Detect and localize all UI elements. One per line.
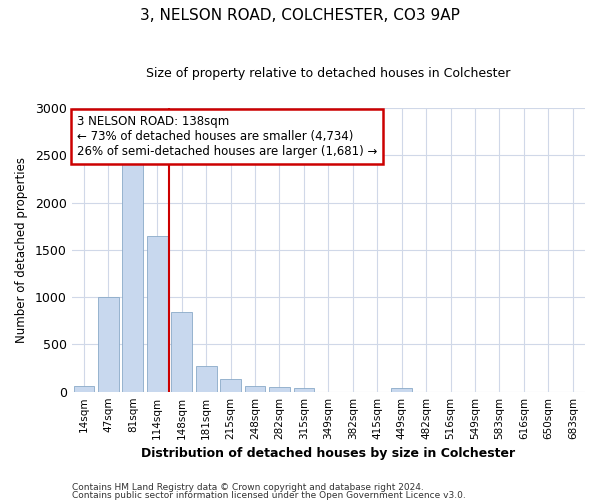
Bar [171,312,192,392]
X-axis label: Distribution of detached houses by size in Colchester: Distribution of detached houses by size … [141,447,515,460]
Bar [293,388,314,392]
Bar [220,380,241,392]
Y-axis label: Number of detached properties: Number of detached properties [15,157,28,343]
Bar [245,386,265,392]
Text: Contains HM Land Registry data © Crown copyright and database right 2024.: Contains HM Land Registry data © Crown c… [72,484,424,492]
Text: 3 NELSON ROAD: 138sqm
← 73% of detached houses are smaller (4,734)
26% of semi-d: 3 NELSON ROAD: 138sqm ← 73% of detached … [77,115,377,158]
Bar [391,388,412,392]
Text: Contains public sector information licensed under the Open Government Licence v3: Contains public sector information licen… [72,491,466,500]
Bar [147,236,167,392]
Bar [98,297,119,392]
Text: 3, NELSON ROAD, COLCHESTER, CO3 9AP: 3, NELSON ROAD, COLCHESTER, CO3 9AP [140,8,460,22]
Title: Size of property relative to detached houses in Colchester: Size of property relative to detached ho… [146,68,511,80]
Bar [196,366,217,392]
Bar [122,159,143,392]
Bar [269,387,290,392]
Bar [74,386,94,392]
